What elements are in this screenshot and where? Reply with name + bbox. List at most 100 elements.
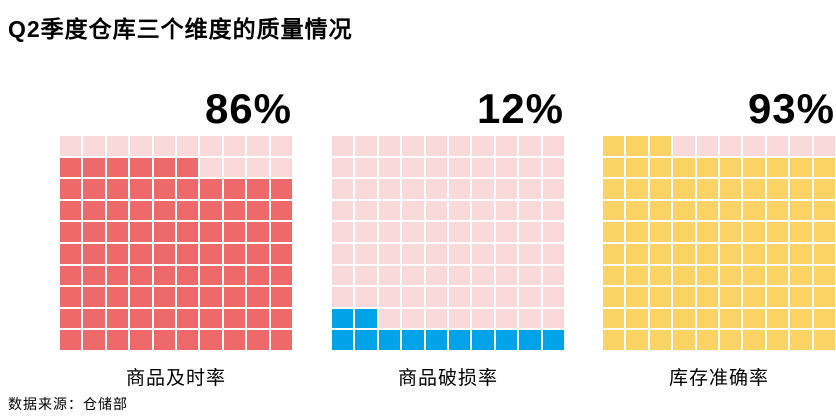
waffle-cell <box>603 287 625 307</box>
waffle-cell <box>60 222 82 242</box>
waffle-grid <box>603 136 835 350</box>
waffle-cell <box>790 287 812 307</box>
waffle-cell <box>83 287 105 307</box>
waffle-cell <box>743 222 765 242</box>
waffle-cell <box>425 330 447 350</box>
waffle-cell <box>472 330 494 350</box>
waffle-cell <box>176 287 199 307</box>
waffle-cell <box>673 222 695 242</box>
waffle-cell <box>332 287 354 307</box>
waffle-cell <box>626 244 648 264</box>
waffle-cell <box>60 265 82 286</box>
source-note: 数据来源：仓储部 <box>8 396 128 412</box>
waffle-cell <box>270 308 292 329</box>
waffle-cell <box>355 200 377 221</box>
waffle-cell <box>223 136 246 156</box>
waffle-cell <box>106 200 129 221</box>
waffle-cell <box>270 330 292 350</box>
waffle-cell <box>247 136 269 156</box>
waffle-cell <box>649 136 672 156</box>
waffle-cell <box>130 308 152 329</box>
waffle-cell <box>743 265 765 286</box>
waffle-cell <box>247 330 269 350</box>
waffle-cell <box>402 265 424 286</box>
waffle-cell <box>813 179 835 199</box>
waffle-cell <box>200 136 222 156</box>
waffle-cell <box>130 157 152 178</box>
waffle-cell <box>200 157 222 178</box>
waffle-cell <box>332 244 354 264</box>
waffle-cell <box>270 179 292 199</box>
waffle-cell <box>673 179 695 199</box>
waffle-cell <box>719 136 742 156</box>
waffle-cell <box>247 265 269 286</box>
waffle-cell <box>355 330 377 350</box>
waffle-cell <box>790 244 812 264</box>
waffle-cell <box>696 157 718 178</box>
waffle-cell <box>83 136 105 156</box>
waffle-cell <box>472 308 494 329</box>
waffle-cell <box>448 308 471 329</box>
waffle-cell <box>673 330 695 350</box>
waffle-cell <box>719 157 742 178</box>
waffle-cell <box>603 136 625 156</box>
waffle-cell <box>106 244 129 264</box>
waffle-cell <box>106 222 129 242</box>
waffle-cell <box>719 244 742 264</box>
waffle-cell <box>106 287 129 307</box>
waffle-cell <box>402 330 424 350</box>
waffle-cell <box>223 200 246 221</box>
waffle-cell <box>402 222 424 242</box>
waffle-cell <box>743 287 765 307</box>
waffle-cell <box>378 330 401 350</box>
waffle-cell <box>200 244 222 264</box>
category-label: 商品及时率 <box>125 368 226 389</box>
waffle-cell <box>270 200 292 221</box>
waffle-cell <box>448 136 471 156</box>
waffle-cell <box>626 308 648 329</box>
waffle-cell <box>332 308 354 329</box>
waffle-cell <box>448 330 471 350</box>
waffle-cell <box>200 287 222 307</box>
waffle-cell <box>402 244 424 264</box>
waffle-cell <box>813 157 835 178</box>
waffle-cell <box>448 222 471 242</box>
waffle-cell <box>495 330 518 350</box>
waffle-cell <box>425 179 447 199</box>
waffle-cell <box>223 179 246 199</box>
waffle-cell <box>743 244 765 264</box>
waffle-cell <box>270 157 292 178</box>
waffle-cell <box>673 265 695 286</box>
waffle-cell <box>153 265 175 286</box>
waffle-cell <box>696 222 718 242</box>
waffle-cell <box>813 265 835 286</box>
waffle-cell <box>106 308 129 329</box>
waffle-cell <box>766 330 789 350</box>
waffle-cell <box>83 157 105 178</box>
waffle-cell <box>472 179 494 199</box>
waffle-cell <box>448 200 471 221</box>
waffle-cell <box>542 330 564 350</box>
waffle-cell <box>542 179 564 199</box>
waffle-cell <box>176 179 199 199</box>
waffle-cell <box>223 330 246 350</box>
waffle-cell <box>766 179 789 199</box>
waffle-cell <box>153 179 175 199</box>
waffle-cell <box>402 308 424 329</box>
waffle-cell <box>603 265 625 286</box>
waffle-cell <box>495 179 518 199</box>
category-label: 商品破损率 <box>397 368 498 389</box>
waffle-cell <box>542 308 564 329</box>
waffle-cell <box>176 330 199 350</box>
waffle-cell <box>649 265 672 286</box>
waffle-cell <box>790 157 812 178</box>
waffle-cell <box>130 222 152 242</box>
waffle-grid <box>60 136 292 350</box>
waffle-cell <box>332 222 354 242</box>
waffle-cell <box>495 265 518 286</box>
waffle-cell <box>270 222 292 242</box>
waffle-chart-2: 12% 商品破损率 <box>332 82 564 390</box>
category-label: 库存准确率 <box>668 368 769 389</box>
waffle-cell <box>472 265 494 286</box>
